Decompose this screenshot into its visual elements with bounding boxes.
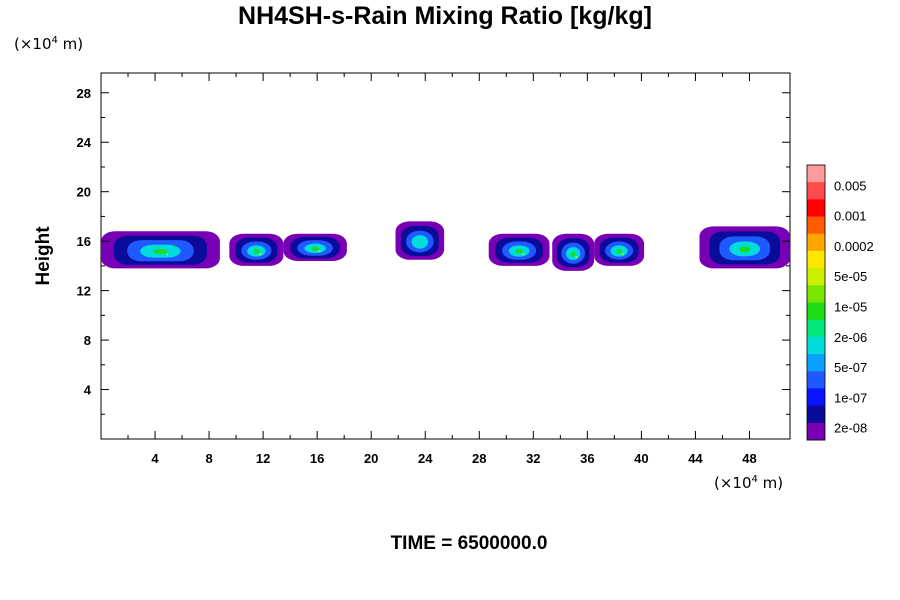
x-tick-label: 32: [526, 451, 540, 466]
x-tick-label: 20: [364, 451, 378, 466]
x-tick-label: 28: [472, 451, 486, 466]
contour-level: [570, 251, 576, 257]
x-axis-unit: (×104 m): [714, 474, 783, 492]
x-tick-label: 16: [310, 451, 324, 466]
colorbar-swatch: [807, 319, 825, 338]
colorbar-swatch: [807, 388, 825, 407]
contour-level: [318, 250, 321, 253]
colorbar-swatch: [807, 302, 825, 321]
contour-level: [616, 249, 623, 254]
x-tick-label: 36: [580, 451, 594, 466]
colorbar-swatch: [807, 199, 825, 217]
colorbar-label: 1e-07: [834, 390, 867, 405]
colorbar-swatch: [807, 336, 825, 355]
axis-ticks: [101, 73, 790, 439]
y-tick-label: 4: [84, 383, 92, 398]
x-tick-label: 48: [742, 451, 756, 466]
y-tick-label: 20: [77, 185, 91, 200]
x-tick-label: 40: [634, 451, 648, 466]
chart-title: NH4SH-s-Rain Mixing Ratio [kg/kg]: [238, 2, 652, 30]
contour-cell: [101, 231, 220, 269]
contour-cell: [395, 221, 445, 260]
y-tick-label: 12: [77, 284, 91, 299]
contour-level: [739, 246, 751, 253]
colorbar-label: 5e-05: [834, 269, 867, 284]
x-tick-labels: 4 8 12 16 20 24 28 32 36 40 44 48: [151, 451, 756, 466]
colorbar-swatch: [807, 182, 825, 200]
colorbar-label: 5e-07: [834, 360, 867, 375]
contour-cell: [552, 233, 595, 271]
contour-level: [311, 246, 319, 251]
colorbar-swatch: [807, 371, 825, 389]
colorbar-swatch: [807, 422, 825, 441]
contour-level: [515, 249, 523, 254]
contour-level: [522, 253, 525, 256]
y-tick-label: 16: [77, 234, 91, 249]
colorbar-label: 0.005: [834, 178, 867, 193]
x-tick-label: 44: [688, 451, 703, 466]
colorbar: [806, 164, 826, 441]
contour-level: [411, 235, 429, 249]
contour-cell: [488, 233, 550, 266]
y-axis-unit: (×104 m): [14, 35, 83, 53]
colorbar-swatch: [807, 268, 825, 286]
colorbar-labels: 0.005 0.001 0.0002 5e-05 1e-05 2e-06 5e-07 1e-0…: [834, 178, 874, 435]
y-tick-label: 8: [84, 333, 91, 348]
contour-cells: [101, 221, 790, 271]
contour-level: [253, 249, 260, 254]
colorbar-frame: [806, 164, 826, 441]
contour-level: [259, 253, 262, 256]
y-axis-label: Height: [33, 226, 54, 286]
y-tick-label: 24: [77, 135, 92, 150]
colorbar-label: 0.001: [834, 209, 867, 224]
contour-level: [621, 253, 624, 256]
colorbar-swatch: [807, 354, 825, 372]
contour-level: [166, 253, 169, 256]
contour-level: [575, 256, 578, 258]
colorbar-swatch: [807, 216, 825, 235]
colorbar-label: 1e-05: [834, 300, 867, 315]
colorbar-label: 2e-08: [834, 421, 867, 436]
colorbar-label: 0.0002: [834, 239, 874, 254]
x-tick-label: 12: [256, 451, 270, 466]
y-tick-label: 28: [77, 86, 91, 101]
x-tick-label: 4: [151, 451, 159, 466]
colorbar-swatch: [807, 405, 825, 424]
colorbar-label: 2e-06: [834, 330, 867, 345]
x-tick-label: 8: [205, 451, 212, 466]
time-label: TIME = 6500000.0: [391, 533, 548, 554]
contour-cell: [594, 233, 645, 266]
colorbar-swatch: [807, 250, 825, 269]
colorbar-swatch: [807, 165, 825, 183]
contour-level: [153, 249, 168, 255]
x-tick-label: 24: [418, 451, 433, 466]
y-tick-labels: 4 8 12 16 20 24 28: [77, 86, 92, 398]
contour-cell: [229, 233, 284, 266]
colorbar-swatch: [807, 233, 825, 252]
colorbar-swatch: [807, 285, 825, 303]
contour-cell: [699, 226, 790, 269]
contour-cell: [283, 233, 347, 261]
